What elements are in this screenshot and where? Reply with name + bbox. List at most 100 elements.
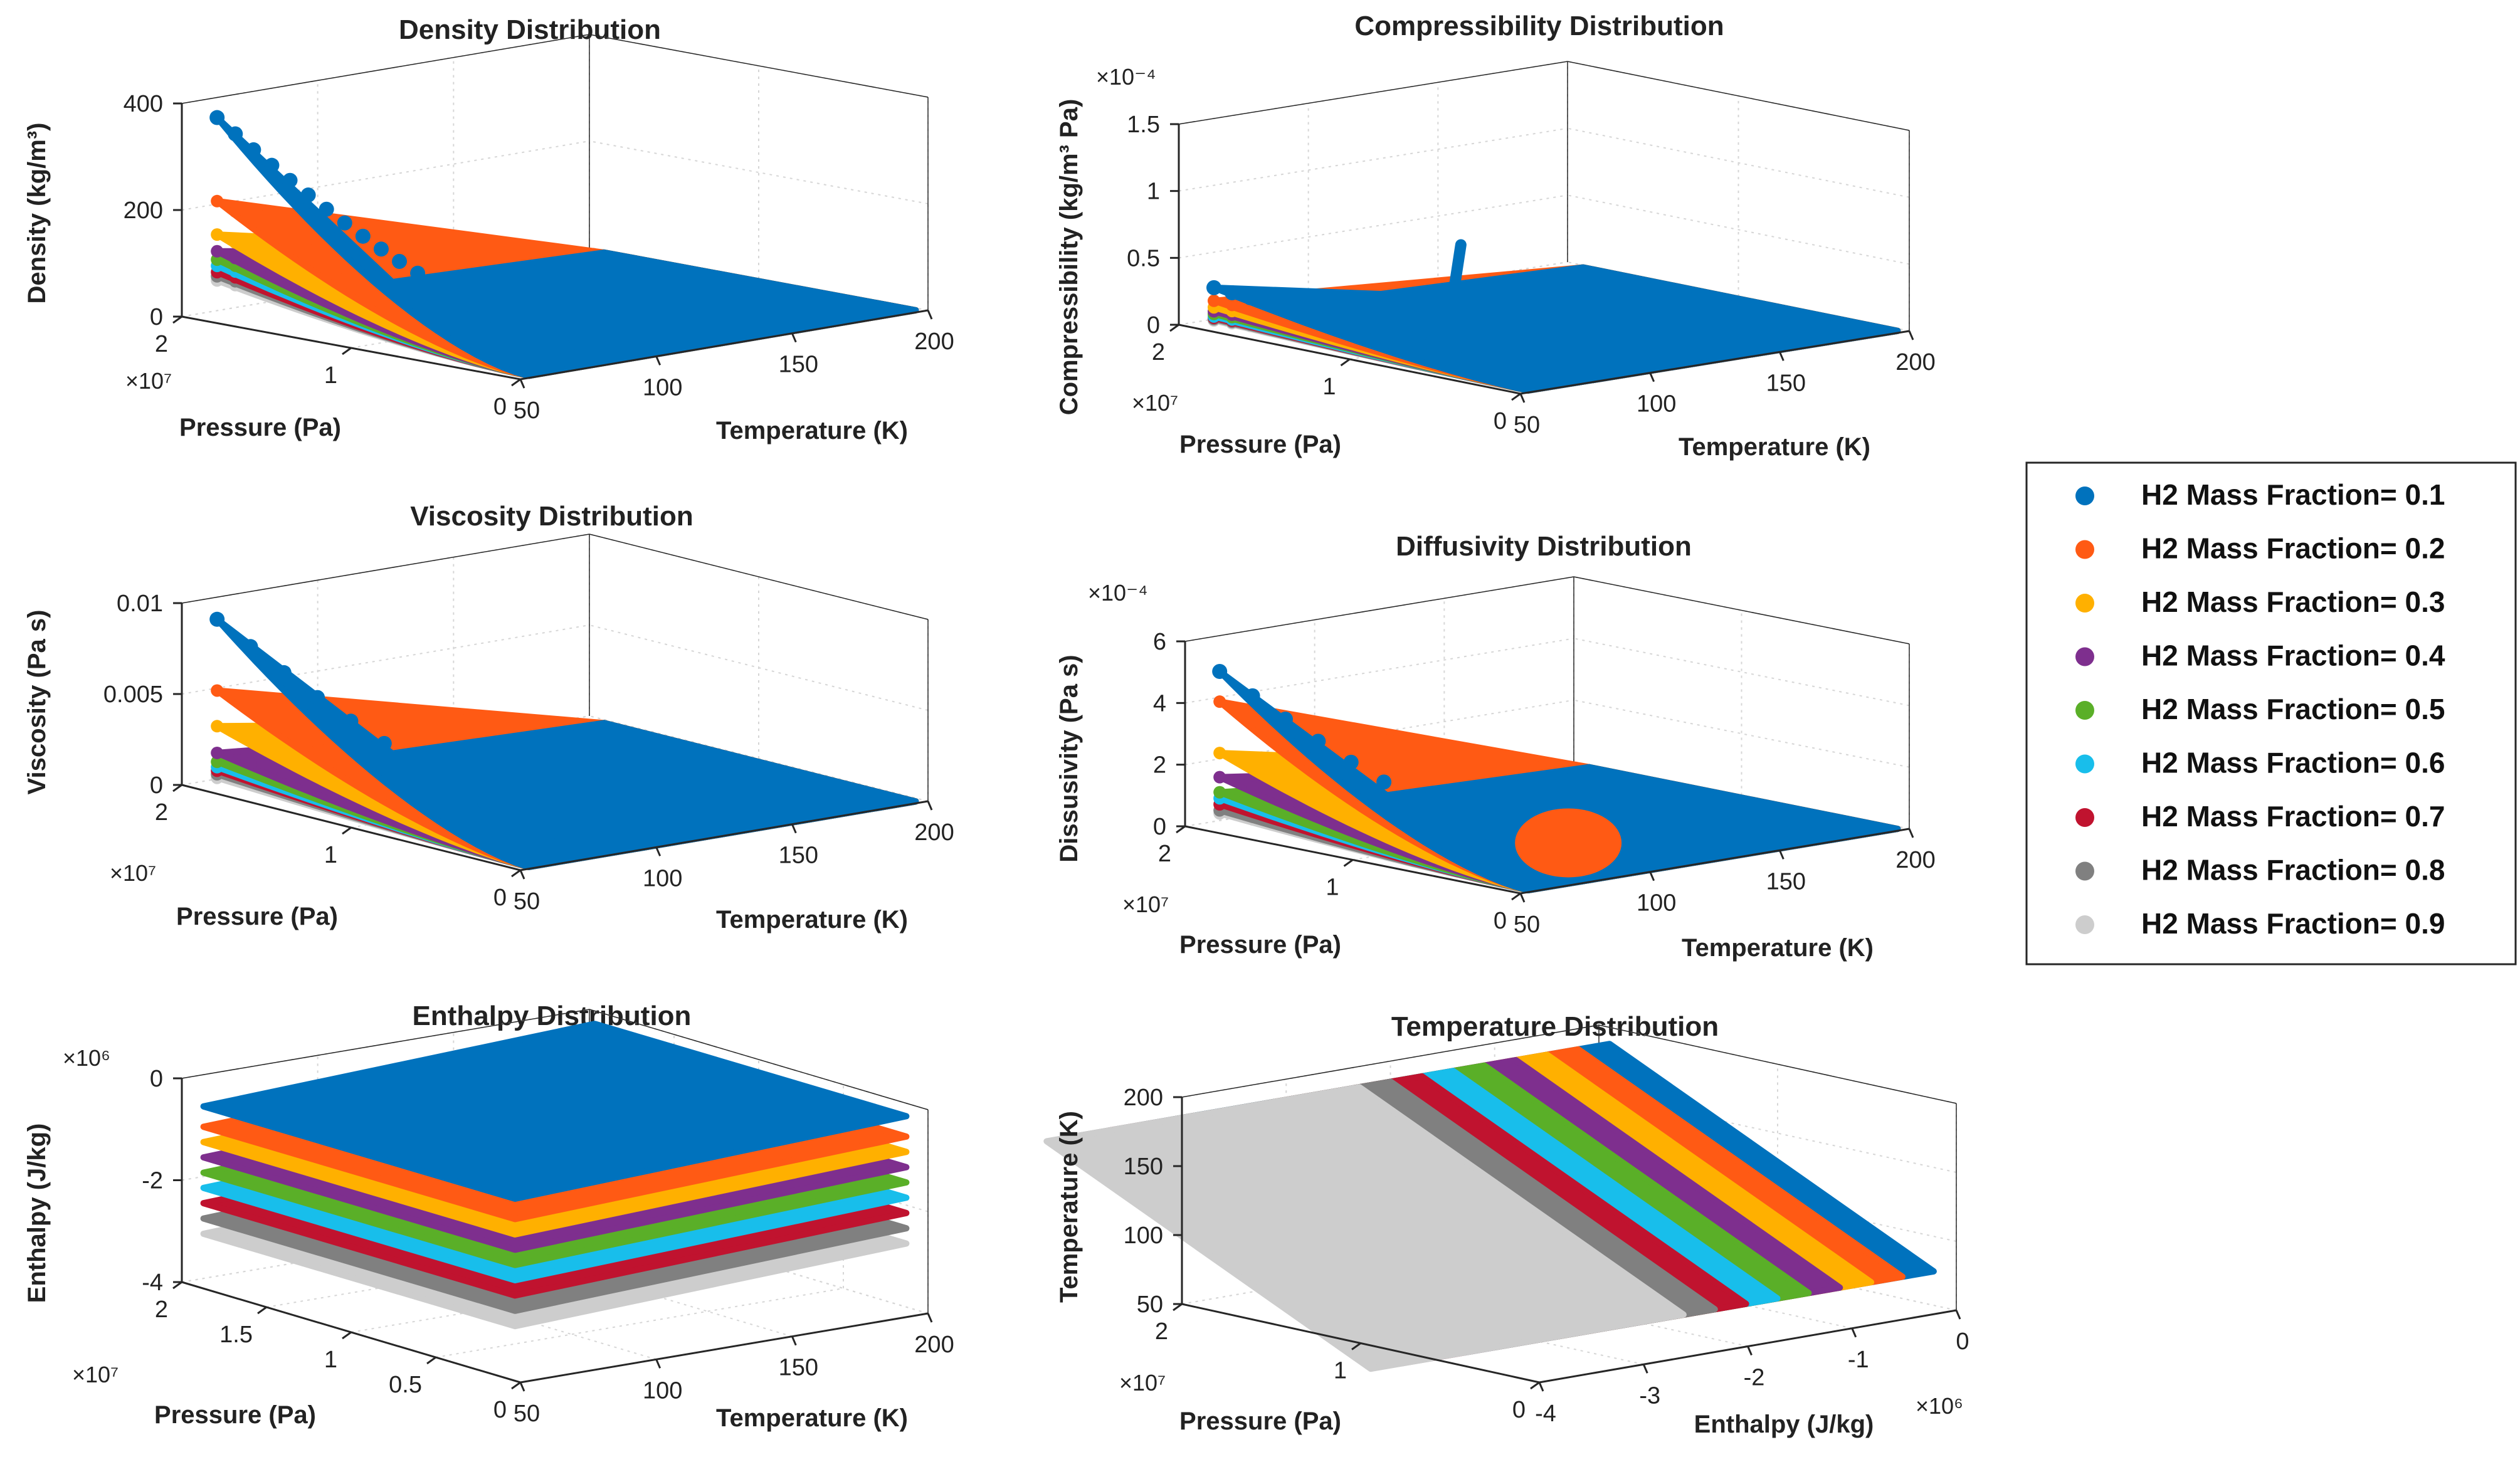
x-tick-label: 50 xyxy=(1514,912,1540,938)
data-point xyxy=(300,187,316,203)
temperature-x-label: Enthalpy (J/kg) xyxy=(1694,1411,1874,1438)
data-point xyxy=(1213,695,1226,708)
data-point xyxy=(211,194,224,208)
data-point xyxy=(1515,808,1622,878)
x-tick-label: 100 xyxy=(643,865,682,892)
x-tick-label: 100 xyxy=(1637,890,1676,917)
data-point xyxy=(510,810,526,826)
data-point xyxy=(410,757,426,772)
data-point xyxy=(229,205,242,218)
data-point xyxy=(1588,366,1603,382)
y-tick-label: 0 xyxy=(493,1397,507,1423)
data-point xyxy=(1206,280,1221,295)
data-point xyxy=(1208,294,1220,307)
temperature-z-label: Temperature (K) xyxy=(1055,1111,1083,1303)
viscosity-x-label: Temperature (K) xyxy=(716,906,908,934)
data-point xyxy=(211,228,224,241)
compressibility-x-label: Temperature (K) xyxy=(1679,433,1870,461)
series-surface xyxy=(1043,1084,1687,1372)
data-point xyxy=(244,756,257,769)
data-point xyxy=(211,684,224,697)
data-point xyxy=(577,836,593,851)
diffusivity-z-label: Dissusivity (Pa s) xyxy=(1055,655,1083,862)
data-point xyxy=(209,611,225,627)
z-tick-label: 0.5 xyxy=(1127,245,1160,271)
data-point xyxy=(1278,300,1294,315)
z-tick-label: 0 xyxy=(150,1066,163,1092)
data-point xyxy=(343,713,359,729)
data-point xyxy=(574,345,589,360)
z-tick-label: -4 xyxy=(142,1270,163,1296)
data-point xyxy=(211,746,224,759)
legend-marker xyxy=(2075,808,2094,827)
y-tick-label: 1 xyxy=(324,842,337,868)
y-tick-label: 0 xyxy=(1494,908,1507,934)
data-point xyxy=(209,110,225,125)
enthalpy-y-label: Pressure (Pa) xyxy=(154,1401,316,1429)
series-surface xyxy=(200,1021,910,1202)
data-point xyxy=(428,276,444,292)
data-point xyxy=(302,244,315,257)
data-point xyxy=(1212,663,1228,679)
data-point xyxy=(247,215,260,228)
enthalpy-points xyxy=(200,1021,910,1330)
data-point xyxy=(310,690,325,705)
data-point xyxy=(1479,347,1494,362)
data-point xyxy=(376,735,392,751)
data-point xyxy=(544,824,559,839)
data-point xyxy=(1406,331,1421,347)
legend-entry: H2 Mass Fraction= 0.4 xyxy=(2141,639,2445,672)
data-point xyxy=(1533,357,1549,373)
data-point xyxy=(283,234,297,248)
data-point xyxy=(1312,786,1325,799)
y-tick-label: 0 xyxy=(1512,1397,1526,1423)
density-y-multiplier: ×10⁷ xyxy=(125,368,172,394)
data-point xyxy=(244,702,257,715)
data-point xyxy=(556,339,571,354)
diffusivity-points xyxy=(1212,663,1901,893)
legend-entry: H2 Mass Fraction= 0.7 xyxy=(2141,800,2445,833)
data-point xyxy=(1245,688,1260,703)
y-tick-label: 2 xyxy=(1152,339,1165,366)
data-point xyxy=(1246,781,1259,794)
data-point xyxy=(229,251,242,265)
x-tick-label: 0 xyxy=(1956,1328,1969,1355)
legend-box xyxy=(2025,461,2517,965)
data-point xyxy=(1278,774,1292,787)
x-tick-label: 50 xyxy=(514,397,540,424)
data-point xyxy=(228,126,243,142)
data-point xyxy=(1443,239,1467,327)
x-tick-label: 150 xyxy=(779,352,818,378)
y-tick-label: 2 xyxy=(155,1297,168,1323)
series-surface xyxy=(1216,668,1901,893)
legend-marker xyxy=(2075,540,2094,559)
y-tick-label: 2 xyxy=(1155,1318,1168,1345)
x-tick-label: 150 xyxy=(779,1355,818,1381)
data-point xyxy=(1297,305,1312,320)
data-point xyxy=(1424,335,1440,351)
legend-marker xyxy=(2075,701,2094,720)
data-point xyxy=(211,755,224,769)
temperature-y-multiplier: ×10⁷ xyxy=(1119,1370,1166,1396)
x-tick-label: 100 xyxy=(1637,391,1676,418)
z-tick-label: 0 xyxy=(150,304,163,330)
data-point xyxy=(1213,786,1226,799)
data-point xyxy=(501,316,517,332)
enthalpy-z-label: Enthalpy (J/kg) xyxy=(23,1123,51,1303)
y-tick-label: 2 xyxy=(155,331,168,357)
x-tick-label: 100 xyxy=(643,374,682,401)
data-point xyxy=(1213,747,1226,760)
legend-marker xyxy=(2075,594,2094,613)
temperature-x-multiplier: ×10⁶ xyxy=(1916,1393,1963,1419)
legend-marker xyxy=(2075,915,2094,934)
legend-marker xyxy=(2075,754,2094,774)
data-point xyxy=(1442,339,1458,355)
data-point xyxy=(465,298,480,313)
diffusivity-y-label: Pressure (Pa) xyxy=(1179,931,1341,959)
y-tick-label: 0 xyxy=(493,885,507,911)
data-point xyxy=(264,157,280,173)
legend-marker xyxy=(2075,647,2094,666)
data-point xyxy=(1515,354,1531,369)
legend-marker xyxy=(2075,487,2094,505)
y-tick-label: 2 xyxy=(1158,841,1171,867)
